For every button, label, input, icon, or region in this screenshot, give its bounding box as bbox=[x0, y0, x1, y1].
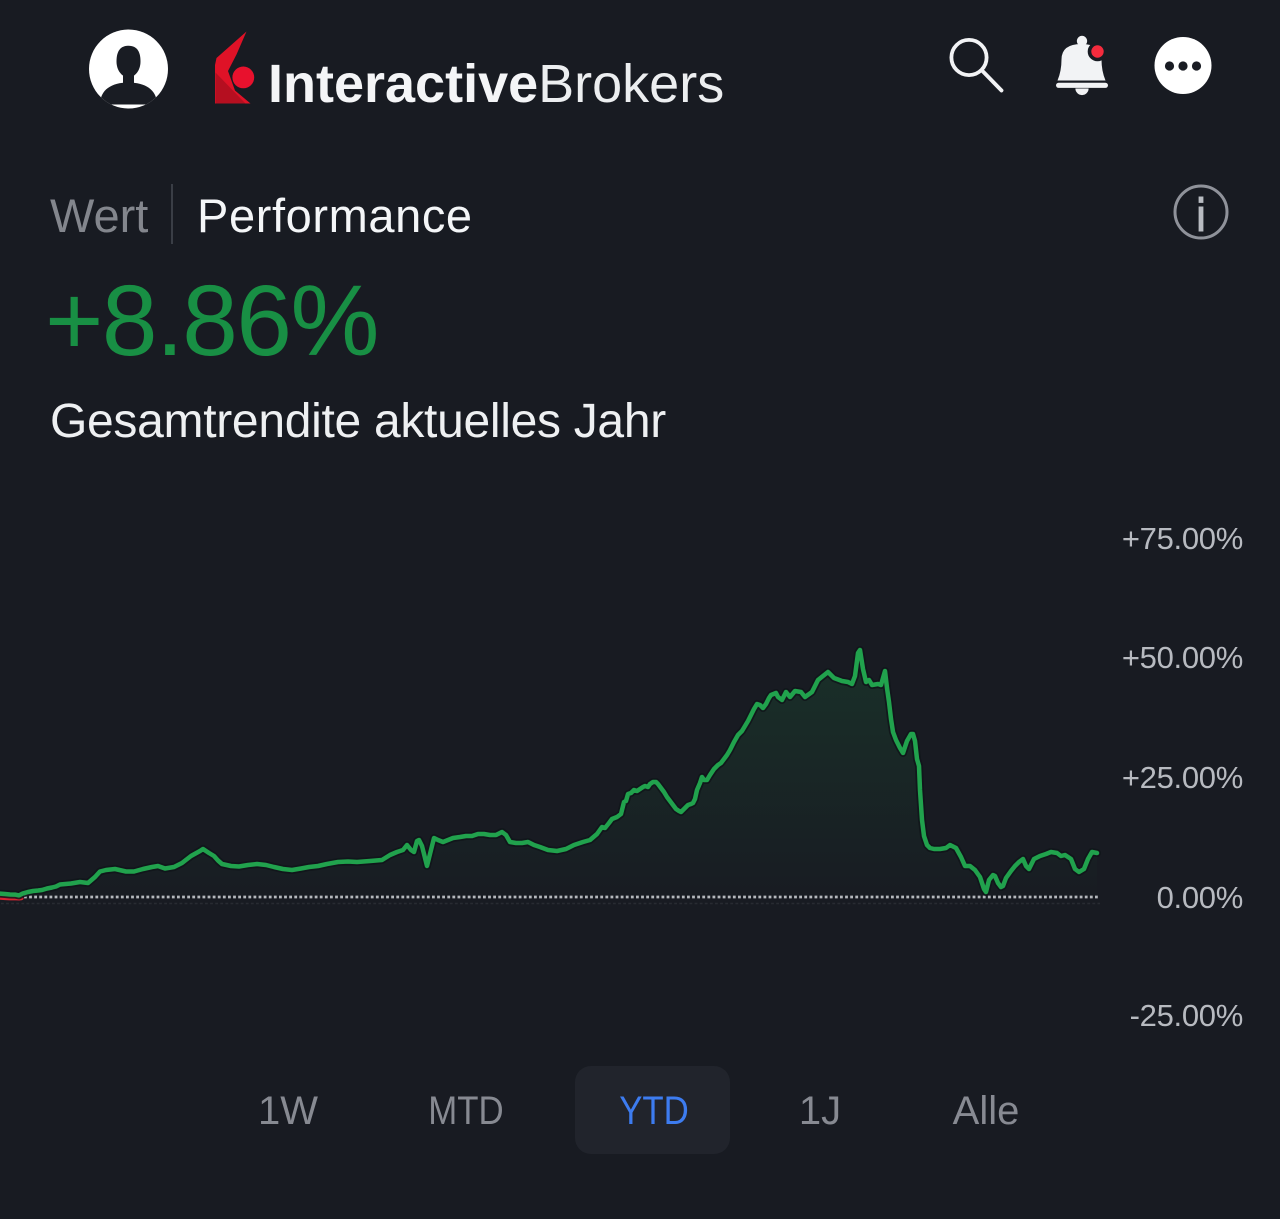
svg-text:InteractiveBrokers: InteractiveBrokers bbox=[268, 54, 724, 114]
svg-text:+50.00%: +50.00% bbox=[1122, 640, 1243, 675]
svg-text:-25.00%: -25.00% bbox=[1130, 998, 1243, 1033]
svg-text:+75.00%: +75.00% bbox=[1122, 521, 1243, 556]
svg-text:+25.00%: +25.00% bbox=[1122, 760, 1243, 795]
svg-text:0.00%: 0.00% bbox=[1157, 880, 1243, 915]
